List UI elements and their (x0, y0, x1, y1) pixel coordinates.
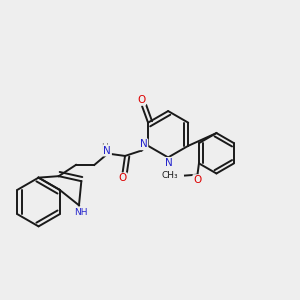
Text: N: N (140, 140, 148, 149)
Text: CH₃: CH₃ (161, 171, 178, 180)
Text: O: O (137, 95, 145, 105)
Text: N: N (103, 146, 111, 156)
Text: H: H (101, 142, 108, 152)
Text: O: O (193, 175, 202, 185)
Text: NH: NH (74, 208, 87, 217)
Text: O: O (118, 173, 127, 183)
Text: N: N (165, 158, 173, 168)
